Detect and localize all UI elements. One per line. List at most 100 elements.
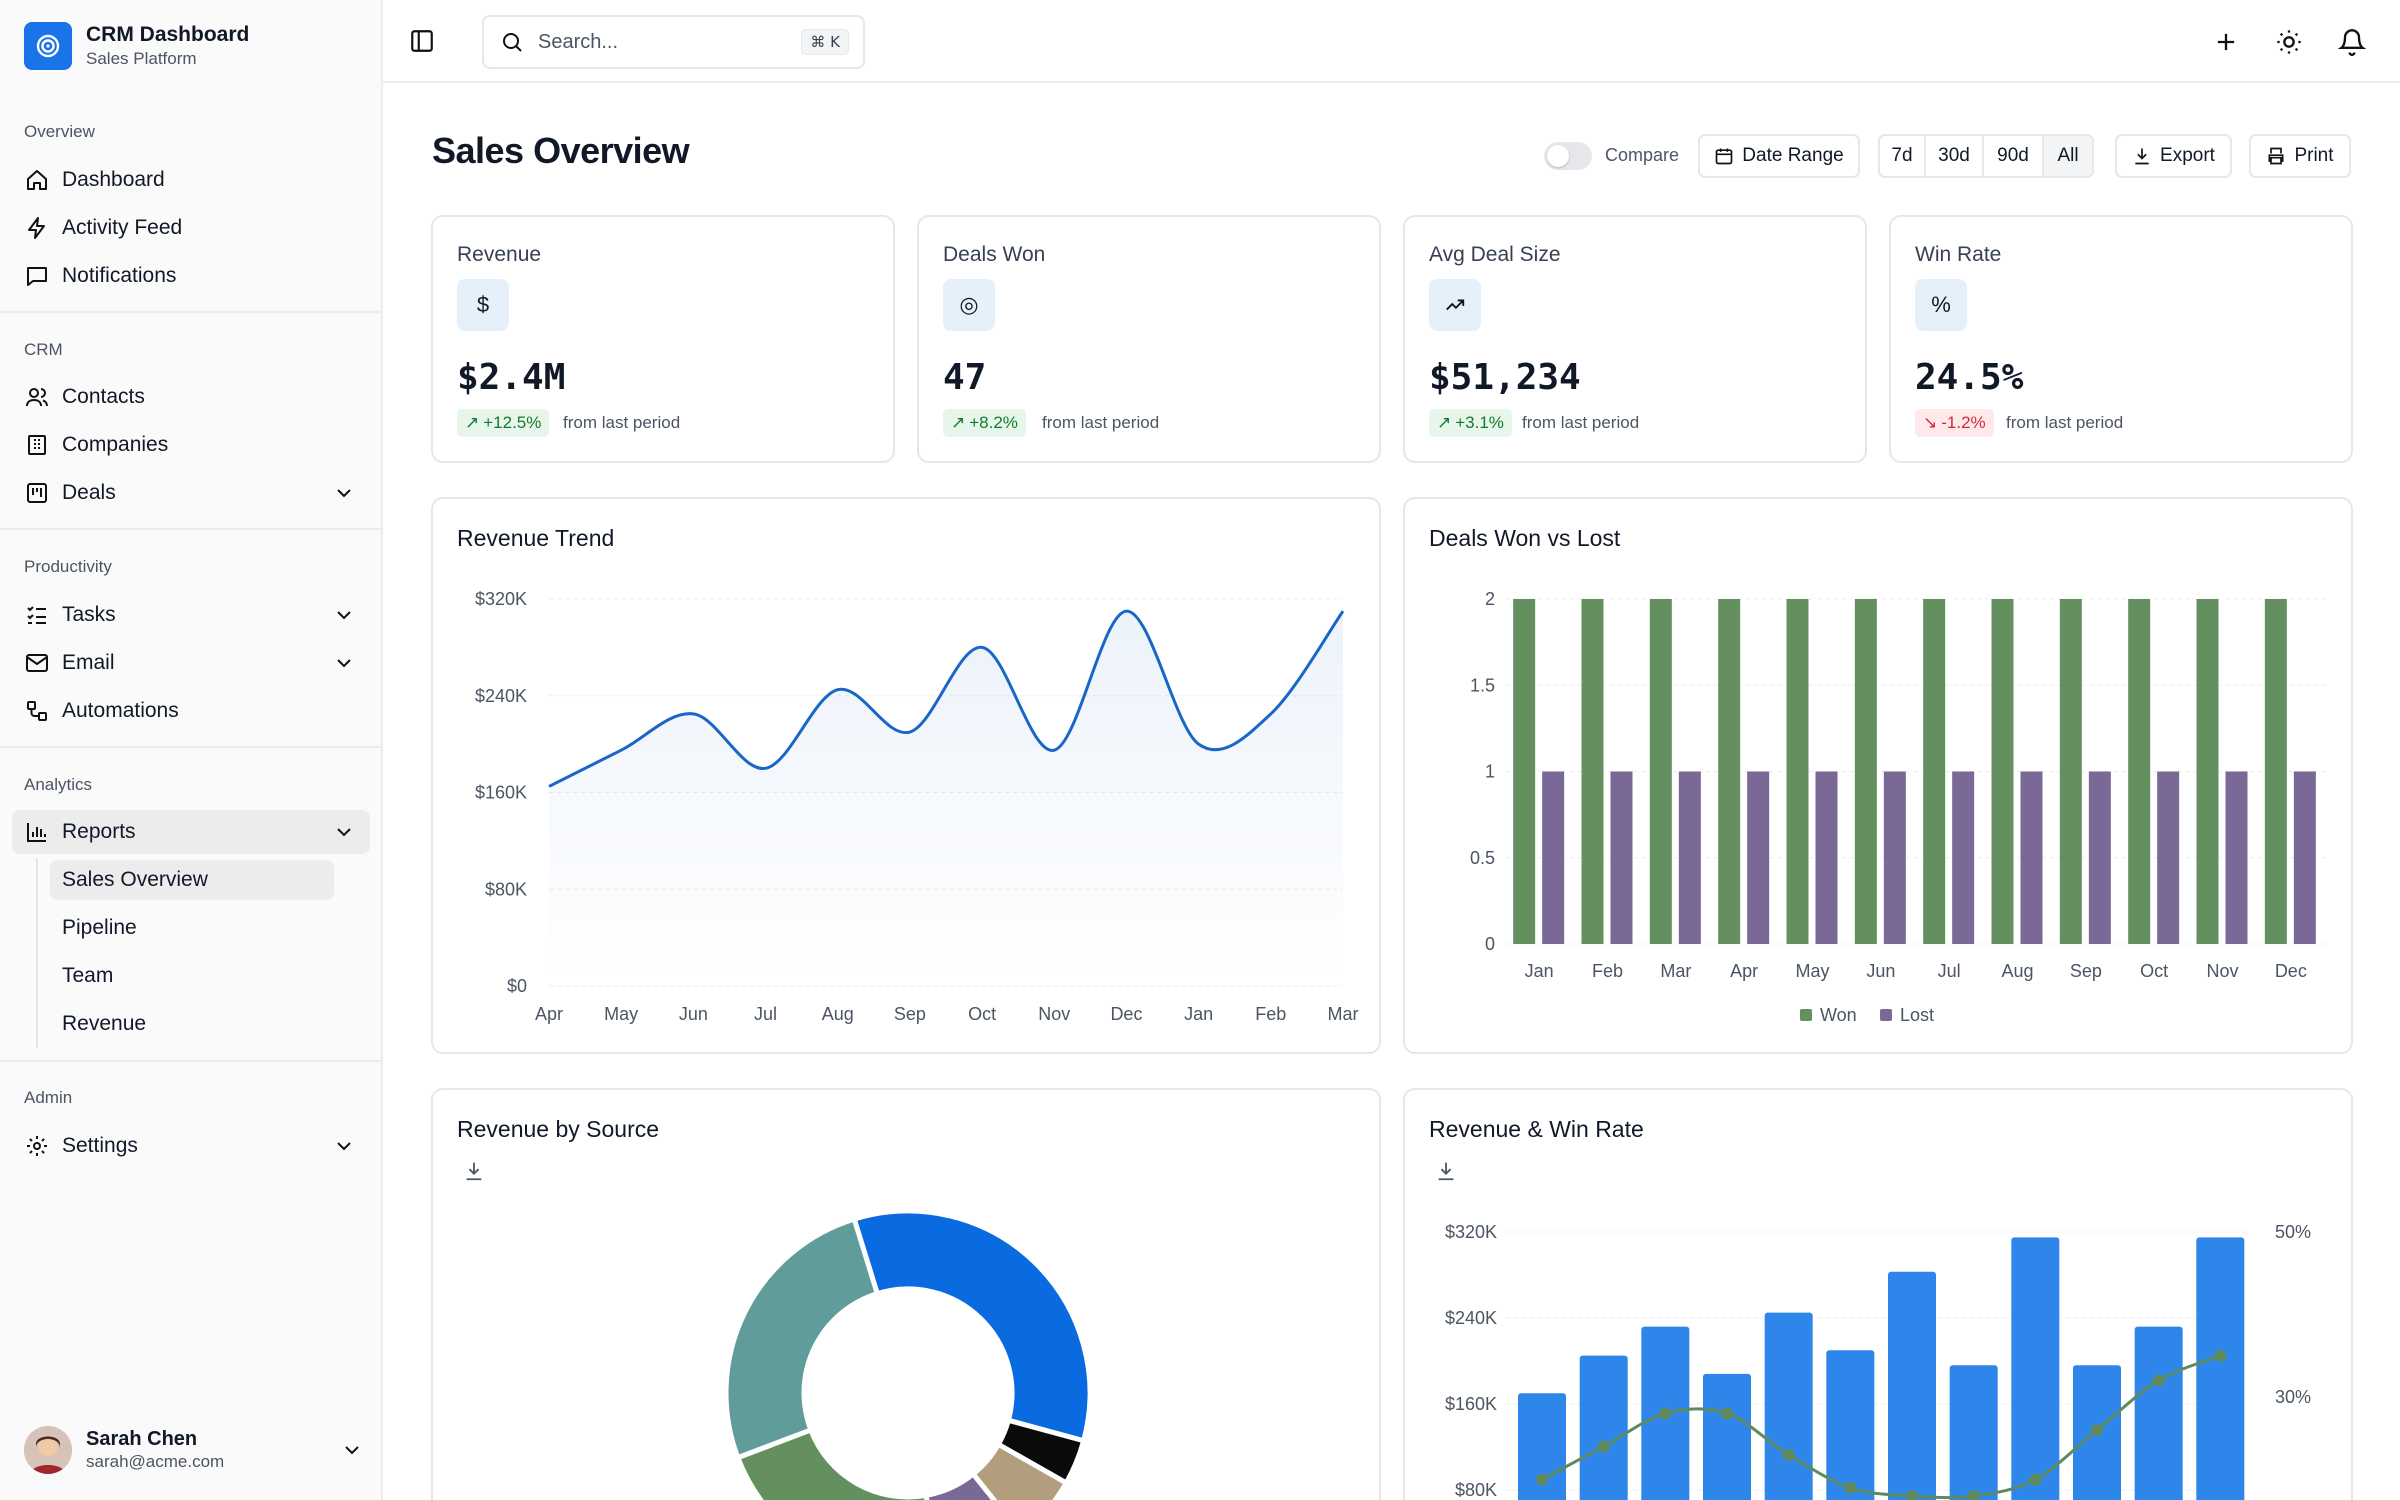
workflow-icon	[24, 698, 50, 724]
revenue-win-rate-card: Revenue & Win Rate $80K$160K$240K$320K15…	[1403, 1088, 2353, 1500]
bar-revenue	[2134, 1326, 2183, 1500]
pie-slice	[723, 1215, 881, 1461]
sidebar-subitem-pipeline[interactable]: Pipeline	[62, 916, 137, 939]
sun-icon[interactable]	[2275, 28, 2303, 56]
sidebar-item-settings[interactable]: Settings	[12, 1124, 370, 1168]
user-menu[interactable]: Sarah Chen sarah@acme.com	[24, 1426, 364, 1474]
target-icon: ◎	[943, 279, 995, 331]
search-icon	[503, 33, 522, 52]
y-tick-label: 0	[1485, 934, 1495, 954]
search-placeholder: Search...	[538, 30, 619, 53]
chevron-down-icon[interactable]	[332, 820, 356, 844]
bar-won	[1923, 599, 1946, 944]
download-icon[interactable]	[463, 1160, 485, 1182]
group-crm: CRM	[24, 340, 63, 359]
revenue-win-rate-chart: $80K$160K$240K$320K15%30%50%	[1445, 1222, 2311, 1500]
kpi-note: from last period	[563, 413, 681, 432]
plus-icon[interactable]	[2212, 28, 2240, 56]
bar-revenue	[1579, 1355, 1628, 1500]
bar-lost	[1610, 771, 1633, 944]
win-rate-point	[1536, 1473, 1548, 1486]
download-icon[interactable]	[1435, 1160, 1457, 1182]
x-tick-label: Apr	[535, 1004, 563, 1024]
x-tick-label: Aug	[2001, 961, 2033, 981]
sidebar-item-notifications[interactable]: Notifications	[12, 254, 370, 298]
range-all[interactable]: All	[2044, 136, 2092, 176]
sidebar-subitem-revenue[interactable]: Revenue	[62, 1012, 147, 1035]
x-tick-label: May	[604, 1004, 638, 1024]
bar-chart-icon	[24, 819, 50, 845]
group-admin: Admin	[24, 1088, 73, 1107]
sidebar-item-label: Settings	[62, 1134, 138, 1157]
bar-won	[1786, 599, 1809, 944]
export-button[interactable]: Export	[2115, 134, 2232, 178]
kpi-change: +8.2%	[969, 413, 1018, 432]
brand[interactable]: CRM Dashboard Sales Platform	[24, 22, 249, 70]
sidebar-item-label: Dashboard	[62, 168, 165, 191]
range-90d[interactable]: 90d	[1984, 136, 2044, 176]
sidebar-item-companies[interactable]: Companies	[12, 423, 370, 467]
sidebar-item-label: Notifications	[62, 264, 177, 287]
sidebar-item-activity-feed[interactable]: Activity Feed	[12, 206, 370, 250]
percent-icon: %	[1915, 279, 1967, 331]
y-tick-label: $0	[507, 976, 527, 996]
kpi-change: -1.2%	[1941, 413, 1986, 432]
sidebar-subitem-team[interactable]: Team	[62, 964, 114, 987]
sidebar-item-label: Companies	[62, 433, 169, 456]
win-rate-point	[1659, 1407, 1672, 1420]
chevron-down-icon[interactable]	[332, 651, 356, 675]
bell-icon[interactable]	[2338, 28, 2366, 56]
chevron-down-icon[interactable]	[332, 603, 356, 627]
print-button[interactable]: Print	[2249, 134, 2351, 178]
divider	[0, 746, 381, 748]
pie-slice	[923, 1470, 998, 1500]
range-selector: 7d 30d 90d All	[1878, 134, 2094, 178]
trend-up-icon: ↗	[951, 413, 966, 432]
sidebar-item-tasks[interactable]: Tasks	[12, 593, 370, 637]
sidebar-item-dashboard[interactable]: Dashboard	[12, 158, 370, 202]
bar-won	[1513, 599, 1536, 944]
download-icon	[2135, 148, 2149, 165]
deals-won-lost-card: Deals Won vs Lost 0 0.5 1 1.5 2 Jan Feb Mar Apr M…	[1403, 497, 2353, 1054]
sidebar-item-automations[interactable]: Automations	[12, 689, 370, 733]
date-range-button[interactable]: Date Range	[1698, 134, 1860, 178]
x-tick-label: Jul	[1938, 961, 1961, 981]
range-30d[interactable]: 30d	[1926, 136, 1984, 176]
win-rate-point	[1844, 1481, 1857, 1494]
sidebar-item-contacts[interactable]: Contacts	[12, 375, 370, 419]
legend-label: Won	[1820, 1005, 1857, 1025]
gear-icon	[24, 1133, 50, 1159]
kpi-label: Revenue	[457, 243, 542, 266]
chevron-down-icon[interactable]	[340, 1438, 364, 1462]
range-7d[interactable]: 7d	[1880, 136, 1926, 176]
x-tick-label: Jan	[1525, 961, 1554, 981]
win-rate-point	[1967, 1490, 1980, 1500]
bar-won	[1649, 599, 1672, 944]
list-checks-icon	[24, 602, 50, 628]
win-rate-point	[1597, 1440, 1610, 1453]
y-tick-label: $320K	[475, 589, 527, 609]
kpi-note: from last period	[1042, 413, 1160, 432]
bar-won	[2196, 599, 2219, 944]
x-tick-label: Mar	[1328, 1004, 1359, 1024]
dollar-icon: $	[457, 279, 509, 331]
bar-won	[1854, 599, 1877, 944]
sidebar-item-email[interactable]: Email	[12, 641, 370, 685]
sidebar-toggle-icon[interactable]	[409, 28, 435, 54]
sidebar-item-deals[interactable]: Deals	[12, 471, 370, 515]
sidebar-subitem-sales-overview[interactable]: Sales Overview	[50, 860, 334, 900]
export-label: Export	[2160, 145, 2215, 166]
kpi-card-deals-won: Deals Won ◎ 47 ↗ +8.2% from last period	[917, 215, 1381, 463]
sidebar-item-reports[interactable]: Reports	[12, 810, 370, 854]
search-input[interactable]: Search... ⌘ K	[482, 15, 865, 69]
group-overview: Overview	[24, 122, 95, 141]
chevron-down-icon[interactable]	[332, 481, 356, 505]
trend-up-icon	[1429, 279, 1481, 331]
kpi-change-badge: ↘ -1.2%	[1915, 409, 1994, 437]
x-tick-label: Jan	[1184, 1004, 1213, 1024]
y-tick-label: $160K	[475, 783, 527, 803]
compare-toggle[interactable]	[1544, 142, 1592, 170]
kpi-change-badge: ↗ +3.1%	[1429, 409, 1512, 437]
chevron-down-icon[interactable]	[332, 1134, 356, 1158]
x-tick-label: Feb	[1592, 961, 1623, 981]
